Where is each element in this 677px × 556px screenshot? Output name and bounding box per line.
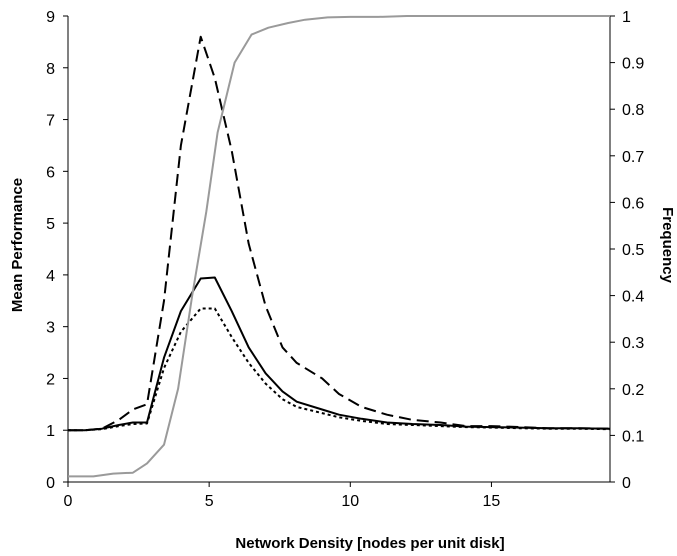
y-right-tick-label: 1 bbox=[622, 9, 631, 26]
series-line-3-solid bbox=[68, 15, 610, 478]
y-right-tick-label: 0 bbox=[622, 475, 631, 492]
y-left-tick-label: 4 bbox=[46, 268, 55, 285]
x-tick-label: 5 bbox=[205, 493, 214, 510]
y-left-tick-label: 3 bbox=[46, 320, 55, 337]
y-right-tick-label: 0.8 bbox=[622, 102, 644, 119]
x-tick-label: 10 bbox=[341, 493, 359, 510]
y-left-tick-label: 0 bbox=[46, 475, 55, 492]
series-line-2-dotted bbox=[68, 307, 611, 432]
ticks-layer: 0 5 10 15 0 1 2 3 4 5 6 7 8 9 0 0.1 0.2 0.3 0.4 0.5 0.6 0.7 0.… bbox=[46, 9, 644, 510]
y-left-axis-title: Mean Performance bbox=[9, 178, 26, 312]
x-tick-label: 0 bbox=[64, 493, 73, 510]
y-right-tick-label: 0.2 bbox=[622, 382, 644, 399]
series-layer bbox=[68, 15, 611, 478]
y-left-tick-label: 9 bbox=[46, 9, 55, 26]
y-right-tick-label: 0.9 bbox=[622, 56, 644, 73]
series-line-1-solid bbox=[68, 276, 611, 432]
y-right-tick-label: 0.4 bbox=[622, 289, 644, 306]
y-left-tick-label: 8 bbox=[46, 61, 55, 78]
y-right-axis-title: Frequency bbox=[659, 207, 676, 284]
series-line-0-dashed bbox=[68, 35, 611, 432]
y-right-tick-label: 0.1 bbox=[622, 428, 644, 445]
x-tick-label: 15 bbox=[483, 493, 501, 510]
y-right-tick-label: 0.5 bbox=[622, 242, 644, 259]
y-right-tick-label: 0.3 bbox=[622, 335, 644, 352]
y-left-tick-label: 2 bbox=[46, 371, 55, 388]
y-right-tick-label: 0.6 bbox=[622, 195, 644, 212]
y-left-tick-label: 5 bbox=[46, 216, 55, 233]
y-left-tick-label: 6 bbox=[46, 164, 55, 181]
y-left-tick-label: 7 bbox=[46, 113, 55, 130]
y-left-tick-label: 1 bbox=[46, 423, 55, 440]
y-right-tick-label: 0.7 bbox=[622, 149, 644, 166]
x-axis-title: Network Density [nodes per unit disk] bbox=[235, 535, 504, 552]
